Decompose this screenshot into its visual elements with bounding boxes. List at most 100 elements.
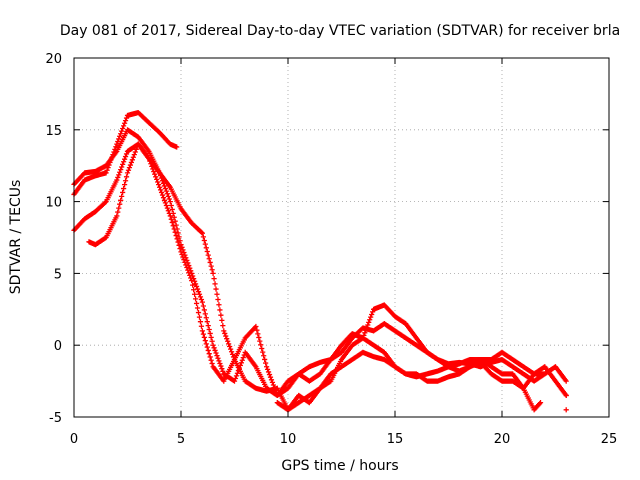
series-track-2 (71, 109, 180, 198)
data-point (163, 188, 170, 194)
data-point (364, 324, 370, 331)
data-point (208, 357, 214, 363)
data-point (148, 161, 154, 167)
plot-frame (73, 57, 610, 418)
x-tick-label: 20 (494, 432, 511, 447)
data-point (195, 309, 202, 316)
y-tick-labels: -5 0 5 10 15 20 (45, 52, 62, 426)
y-tick-label: 0 (54, 339, 62, 354)
data-point (105, 165, 111, 171)
data-point (212, 281, 218, 287)
data-point (131, 152, 137, 158)
data-point (118, 167, 124, 173)
data-point (205, 347, 211, 354)
data-point (121, 159, 127, 165)
data-point (172, 218, 178, 224)
data-point (111, 149, 117, 155)
data-point (121, 123, 127, 129)
data-point (209, 267, 215, 273)
data-point (123, 151, 130, 157)
data-point (192, 278, 198, 284)
data-point (269, 379, 276, 386)
data-point (191, 287, 197, 293)
y-tick-label: 5 (54, 267, 62, 282)
data-point (171, 214, 177, 220)
data-point (116, 172, 122, 178)
data-point (102, 235, 108, 241)
data-point (116, 136, 122, 142)
data-point (264, 364, 270, 370)
data-point (225, 338, 231, 344)
data-point (102, 199, 108, 206)
data-point (212, 347, 218, 354)
data-point (161, 197, 168, 203)
data-point (222, 330, 228, 337)
data-marks (71, 109, 569, 413)
data-point (108, 157, 114, 163)
data-point (115, 174, 121, 181)
data-point (182, 259, 188, 265)
data-point (370, 309, 376, 315)
data-point (122, 178, 129, 184)
data-point (193, 300, 200, 307)
x-tick-label: 10 (280, 432, 297, 447)
data-point (252, 324, 258, 331)
data-point (121, 185, 127, 192)
data-point (120, 125, 126, 132)
data-point (169, 219, 175, 226)
data-point (117, 133, 123, 139)
data-point (229, 351, 236, 357)
data-point (178, 249, 184, 255)
data-point (119, 164, 125, 170)
data-point (158, 189, 165, 196)
data-point (268, 377, 275, 383)
data-point (209, 338, 215, 344)
data-point (205, 252, 211, 258)
data-point (204, 319, 210, 325)
data-point (173, 232, 179, 239)
series-track-3 (71, 141, 544, 413)
data-point (202, 338, 208, 344)
data-point (127, 162, 134, 168)
data-point (219, 366, 225, 372)
data-point (171, 226, 177, 232)
data-point (200, 234, 206, 240)
data-point (117, 169, 123, 175)
data-point (216, 302, 222, 308)
data-point (147, 158, 153, 164)
data-point (192, 296, 199, 302)
data-point (179, 251, 185, 258)
data-point (160, 180, 167, 186)
data-point (165, 208, 171, 214)
data-point (123, 174, 130, 180)
data-point (203, 341, 209, 347)
data-point (121, 182, 128, 188)
data-point (213, 286, 219, 292)
data-point (221, 328, 227, 334)
data-point (119, 193, 125, 199)
data-point (360, 335, 366, 341)
data-point (206, 326, 212, 333)
data-point (226, 341, 232, 347)
data-point (363, 327, 369, 333)
data-point (158, 175, 165, 181)
data-point (189, 277, 195, 284)
data-point (211, 276, 217, 282)
x-tick-labels: 0 5 10 15 20 25 (70, 432, 617, 447)
series-track-5 (274, 302, 569, 413)
data-point (208, 263, 214, 269)
data-point (264, 366, 271, 372)
data-point (167, 199, 173, 205)
data-point (267, 374, 274, 380)
data-point (368, 314, 374, 320)
data-point (202, 311, 208, 317)
data-point (219, 317, 225, 323)
data-point (185, 267, 191, 273)
data-point (120, 161, 126, 167)
data-point (233, 373, 240, 379)
y-tick-label: 15 (45, 124, 62, 139)
data-point (199, 299, 205, 305)
data-point (204, 248, 210, 255)
data-point (120, 189, 126, 196)
data-point (266, 371, 273, 378)
